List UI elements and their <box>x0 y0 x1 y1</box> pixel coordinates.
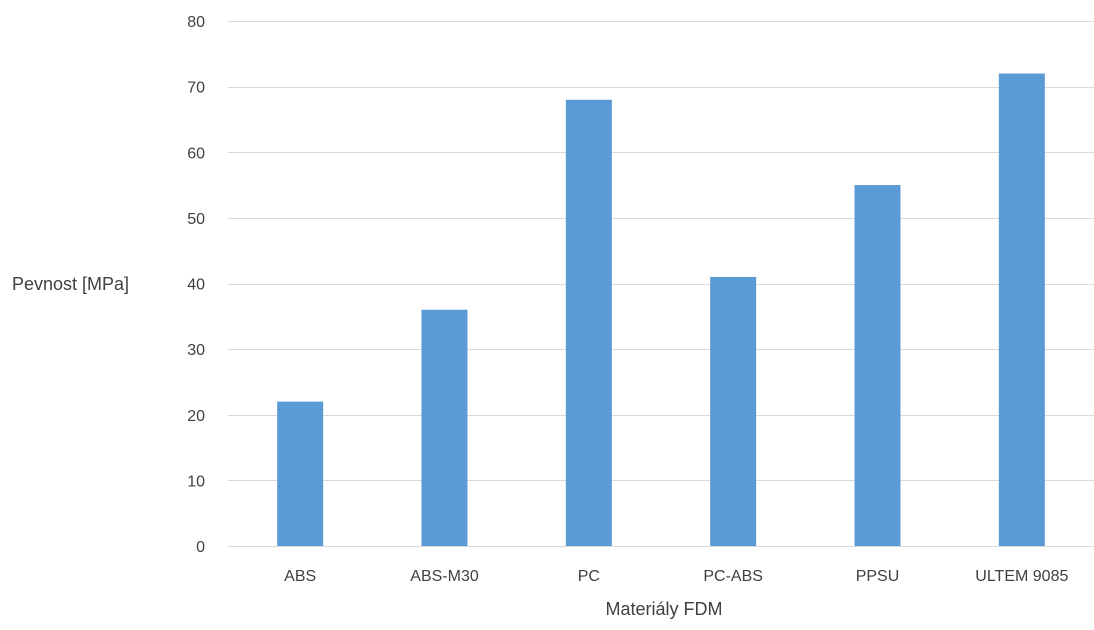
y-tick-label: 0 <box>196 539 205 556</box>
bar <box>998 73 1045 546</box>
x-axis-ticks: ABS ABS-M30 PC PC-ABS PPSU ULTEM 9085 <box>284 568 1068 585</box>
y-tick-label: 70 <box>187 80 205 97</box>
y-tick-label: 20 <box>187 408 205 425</box>
x-axis-title: Materiály FDM <box>605 599 722 619</box>
y-tick-label: 40 <box>187 277 205 294</box>
bar <box>277 401 324 546</box>
bars-layer <box>277 73 1045 546</box>
x-tick-label: ABS <box>284 568 316 585</box>
x-tick-label: PC-ABS <box>703 568 763 585</box>
y-axis-ticks: 0 10 20 30 40 50 60 70 80 <box>187 14 205 556</box>
x-tick-label: PC <box>578 568 600 585</box>
bar <box>710 276 757 546</box>
y-tick-label: 50 <box>187 211 205 228</box>
y-axis-title: Pevnost [MPa] <box>12 274 129 294</box>
x-tick-label: ABS-M30 <box>410 568 479 585</box>
y-tick-label: 60 <box>187 145 205 162</box>
y-tick-label: 80 <box>187 14 205 31</box>
x-tick-label: PPSU <box>856 568 900 585</box>
bar <box>421 309 468 546</box>
y-tick-label: 10 <box>187 473 205 490</box>
y-tick-label: 30 <box>187 342 205 359</box>
bar <box>854 185 901 546</box>
bar <box>565 99 612 546</box>
grid-layer <box>228 21 1094 547</box>
x-tick-label: ULTEM 9085 <box>975 568 1068 585</box>
